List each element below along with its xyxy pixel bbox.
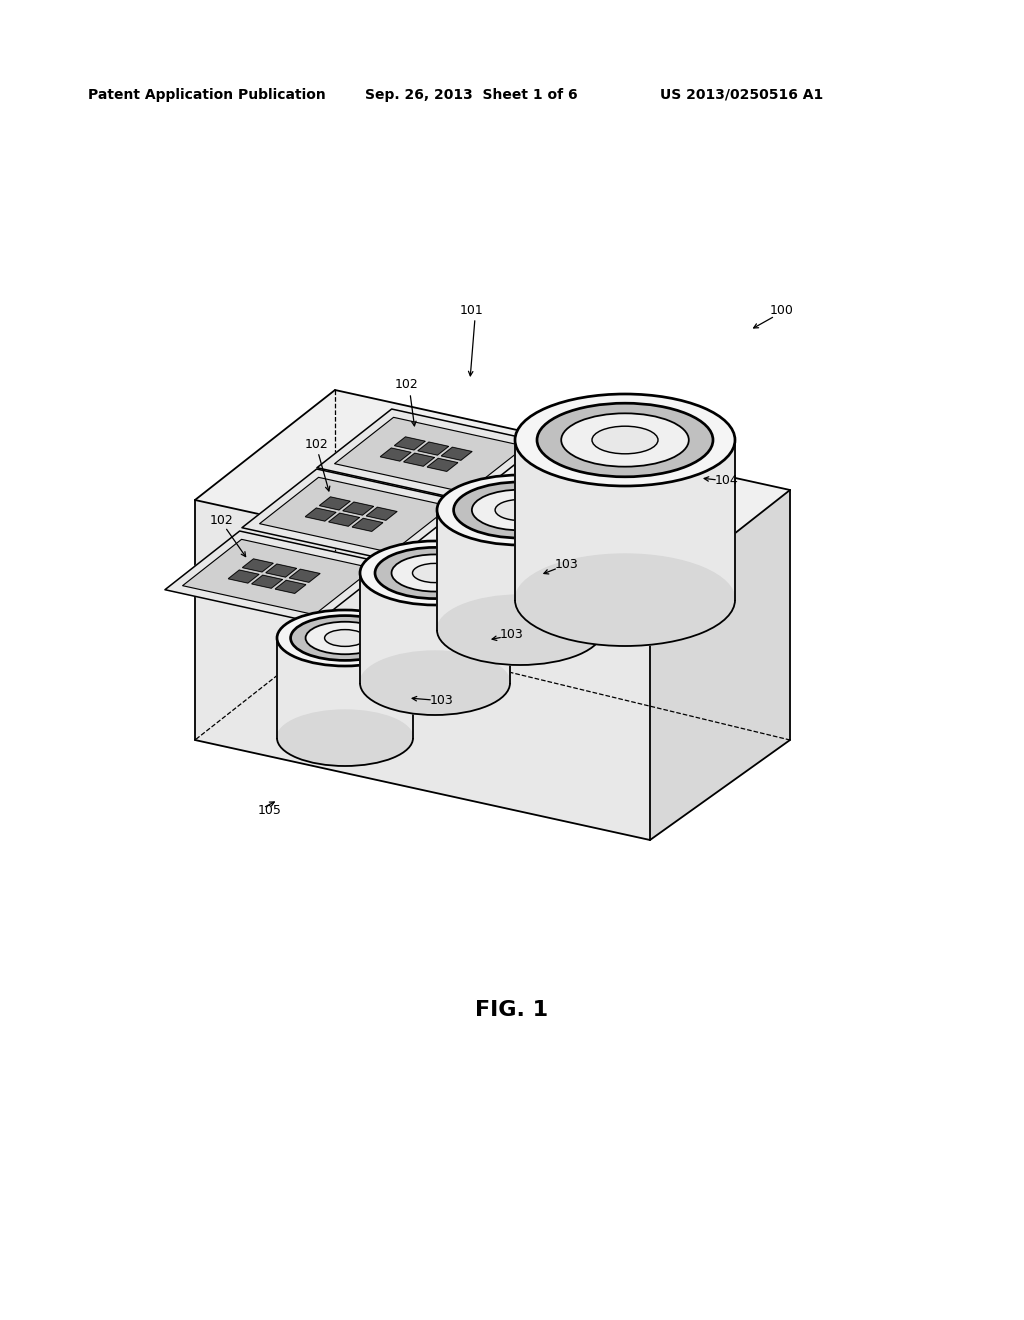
Text: FIG. 1: FIG. 1 (475, 1001, 549, 1020)
Polygon shape (352, 519, 383, 532)
Polygon shape (260, 478, 451, 553)
Polygon shape (441, 447, 472, 461)
Ellipse shape (278, 710, 413, 766)
Polygon shape (427, 458, 458, 471)
Text: 100: 100 (770, 304, 794, 317)
Text: Sep. 26, 2013  Sheet 1 of 6: Sep. 26, 2013 Sheet 1 of 6 (365, 88, 578, 102)
Polygon shape (243, 558, 273, 572)
Polygon shape (515, 440, 735, 645)
Ellipse shape (515, 393, 735, 486)
Polygon shape (242, 469, 468, 561)
Text: 103: 103 (555, 558, 579, 572)
Polygon shape (335, 417, 525, 492)
Text: Patent Application Publication: Patent Application Publication (88, 88, 326, 102)
Polygon shape (329, 513, 359, 527)
Polygon shape (266, 564, 296, 577)
Polygon shape (290, 569, 319, 582)
Ellipse shape (472, 490, 568, 531)
Ellipse shape (592, 426, 658, 454)
Polygon shape (275, 581, 306, 593)
Ellipse shape (325, 630, 366, 647)
Ellipse shape (305, 622, 384, 655)
Polygon shape (367, 507, 397, 520)
Polygon shape (317, 409, 543, 502)
Ellipse shape (413, 564, 458, 582)
Ellipse shape (360, 651, 510, 715)
Polygon shape (195, 500, 650, 840)
Polygon shape (278, 638, 413, 766)
Polygon shape (195, 389, 790, 601)
Polygon shape (360, 573, 510, 715)
Ellipse shape (291, 615, 399, 660)
Text: 103: 103 (430, 693, 454, 706)
Polygon shape (343, 502, 374, 515)
Polygon shape (319, 496, 350, 510)
Text: 102: 102 (210, 513, 233, 527)
Ellipse shape (375, 548, 495, 598)
Text: 102: 102 (305, 438, 329, 451)
Polygon shape (182, 540, 374, 615)
Ellipse shape (454, 482, 587, 539)
Ellipse shape (537, 403, 713, 477)
Ellipse shape (515, 554, 735, 645)
Ellipse shape (391, 554, 478, 591)
Ellipse shape (360, 541, 510, 605)
Text: 105: 105 (258, 804, 282, 817)
Polygon shape (165, 531, 391, 623)
Text: US 2013/0250516 A1: US 2013/0250516 A1 (660, 88, 823, 102)
Polygon shape (305, 508, 336, 521)
Text: 102: 102 (395, 379, 419, 392)
Ellipse shape (561, 413, 689, 467)
Text: 104: 104 (715, 474, 738, 487)
Ellipse shape (437, 475, 603, 545)
Polygon shape (228, 570, 259, 583)
Text: 103: 103 (500, 628, 523, 642)
Polygon shape (650, 490, 790, 840)
Polygon shape (394, 437, 425, 450)
Ellipse shape (278, 610, 413, 667)
Polygon shape (380, 447, 411, 461)
Polygon shape (252, 576, 283, 589)
Ellipse shape (495, 499, 545, 520)
Ellipse shape (437, 595, 603, 665)
Polygon shape (418, 442, 449, 455)
Polygon shape (403, 453, 434, 466)
Polygon shape (437, 510, 603, 665)
Text: 101: 101 (460, 304, 483, 317)
